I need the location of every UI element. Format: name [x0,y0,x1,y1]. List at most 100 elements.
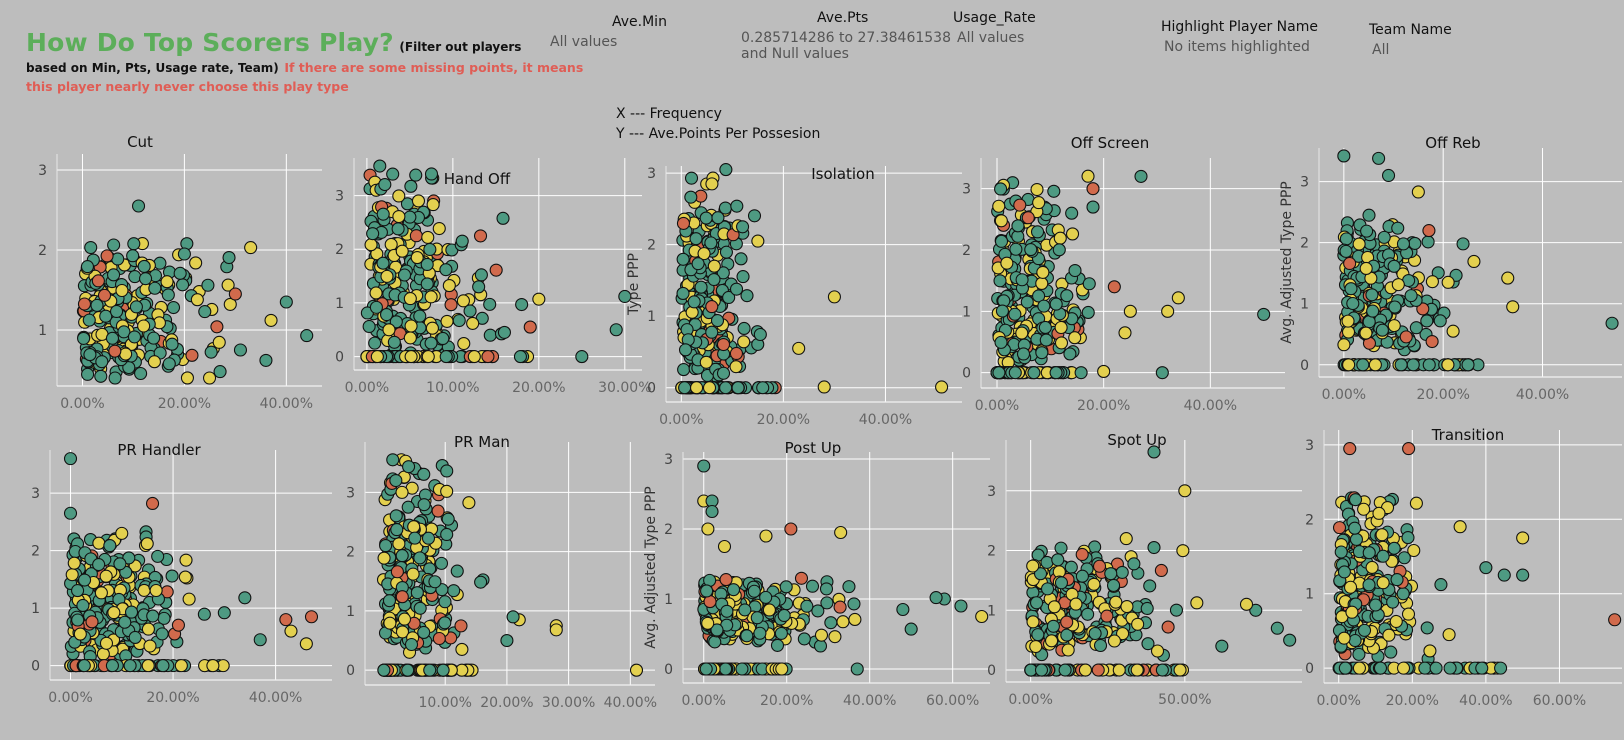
player-point[interactable] [717,539,732,554]
player-point[interactable] [63,506,78,520]
player-point[interactable] [1036,265,1050,279]
player-point[interactable] [1366,304,1380,318]
player-point[interactable] [1337,338,1351,352]
player-point[interactable] [1074,366,1088,380]
player-point[interactable] [750,611,764,625]
player-point[interactable] [404,179,418,193]
player-point[interactable] [678,343,693,357]
player-point[interactable] [1446,324,1460,338]
player-point[interactable] [190,293,204,307]
player-point[interactable] [618,289,632,304]
player-point[interactable] [436,331,450,346]
player-point[interactable] [1068,331,1082,345]
player-point[interactable] [797,632,811,646]
player-point[interactable] [84,240,98,255]
filter-team[interactable]: Team Name [1369,22,1452,38]
player-point[interactable] [440,314,454,328]
player-point[interactable] [513,350,527,364]
player-point[interactable] [1173,663,1187,677]
player-point[interactable] [162,357,176,371]
player-point[interactable] [97,288,112,302]
player-point[interactable] [173,266,187,280]
player-point[interactable] [1422,358,1436,372]
player-point[interactable] [212,335,226,349]
player-point[interactable] [719,163,733,177]
player-point[interactable] [1169,603,1183,617]
player-point[interactable] [421,531,436,545]
player-point[interactable] [201,278,215,292]
player-point[interactable] [395,485,409,499]
player-point[interactable] [382,323,396,337]
player-point[interactable] [1375,528,1389,542]
player-point[interactable] [705,300,719,314]
player-point[interactable] [1034,663,1049,677]
player-point[interactable] [994,182,1008,196]
player-point[interactable] [690,381,704,395]
player-point[interactable] [1027,366,1041,380]
player-point[interactable] [994,214,1008,228]
player-point[interactable] [1337,565,1351,579]
player-point[interactable] [697,459,711,473]
player-point[interactable] [410,251,424,265]
player-point[interactable] [609,323,623,337]
player-point[interactable] [1401,531,1415,545]
player-point[interactable] [740,289,754,303]
player-point[interactable] [383,616,397,630]
player-point[interactable] [1461,358,1475,372]
player-point[interactable] [413,601,427,615]
player-point[interactable] [1456,237,1470,251]
player-point[interactable] [735,662,749,676]
player-point[interactable] [165,337,179,351]
player-point[interactable] [1040,555,1054,569]
player-point[interactable] [676,216,691,230]
player-point[interactable] [77,659,91,673]
player-point[interactable] [1161,304,1175,318]
player-point[interactable] [147,331,161,345]
player-point[interactable] [217,606,231,620]
player-point[interactable] [1453,520,1467,534]
player-point[interactable] [141,622,155,636]
player-point[interactable] [1155,366,1169,380]
player-point[interactable] [180,371,194,385]
player-point[interactable] [1475,661,1489,675]
player-point[interactable] [697,247,711,261]
player-point[interactable] [403,210,417,224]
player-point[interactable] [71,613,85,627]
player-point[interactable] [1093,638,1108,653]
player-point[interactable] [779,580,793,594]
player-point[interactable] [77,573,92,587]
player-point[interactable] [1078,663,1092,677]
player-point[interactable] [699,662,713,676]
player-point[interactable] [1352,237,1366,251]
player-point[interactable] [1176,544,1190,558]
player-point[interactable] [423,663,437,677]
player-point[interactable] [1008,307,1022,321]
player-point[interactable] [731,381,745,395]
player-point[interactable] [91,274,105,288]
player-point[interactable] [1011,219,1025,233]
player-point[interactable] [279,613,293,627]
player-point[interactable] [1024,243,1038,257]
player-point[interactable] [1021,211,1035,225]
player-point[interactable] [137,583,151,597]
player-point[interactable] [1029,639,1043,654]
player-point[interactable] [420,277,434,291]
player-point[interactable] [99,636,114,650]
player-point[interactable] [438,616,452,630]
player-point[interactable] [850,662,864,676]
player-point[interactable] [1061,643,1075,657]
player-point[interactable] [1387,259,1401,273]
player-point[interactable] [828,630,842,644]
player-point[interactable] [472,280,486,294]
player-point[interactable] [474,268,488,282]
player-point[interactable] [127,330,142,344]
player-point[interactable] [1008,366,1022,380]
player-point[interactable] [424,290,438,304]
player-point[interactable] [847,597,861,611]
player-point[interactable] [1506,300,1520,314]
player-point[interactable] [94,369,108,383]
player-point[interactable] [992,366,1006,380]
player-point[interactable] [408,531,422,545]
player-point[interactable] [753,327,767,342]
player-point[interactable] [161,288,175,302]
